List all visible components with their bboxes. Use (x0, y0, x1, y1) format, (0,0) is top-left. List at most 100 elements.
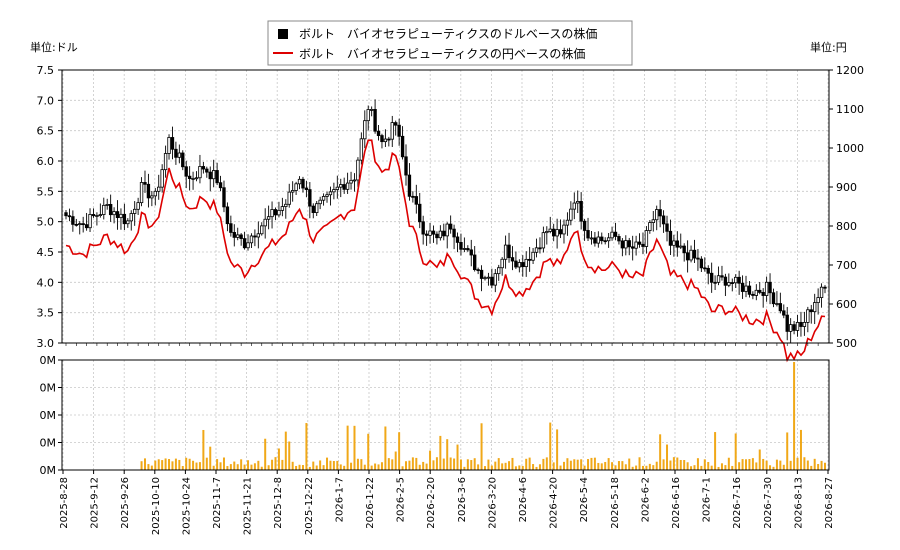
candle-body (675, 240, 680, 248)
volume-bar (607, 458, 610, 470)
candle-body (187, 175, 192, 179)
volume-bar (611, 462, 614, 470)
candle-body (431, 230, 436, 235)
volume-bar (456, 444, 459, 470)
volume-bar (683, 460, 686, 470)
candle-body (713, 281, 717, 284)
candle-body (806, 309, 810, 323)
volume-bar (714, 432, 717, 470)
candle-body (603, 240, 607, 243)
volume-bars (140, 362, 826, 470)
candle-body (541, 232, 546, 249)
candle-body (768, 281, 772, 294)
volume-bar (343, 465, 346, 470)
volume-bar (336, 460, 339, 470)
volume-bar (405, 461, 408, 470)
volume-bar (635, 465, 638, 470)
candle-body (747, 285, 752, 295)
candle-body (634, 241, 638, 249)
volume-bar (504, 462, 507, 470)
volume-bar (501, 463, 504, 470)
candle-body (438, 230, 443, 239)
volume-bar (686, 462, 689, 470)
volume-bar (233, 461, 236, 470)
volume-bar (168, 459, 171, 470)
candle-body (727, 282, 731, 286)
volume-bar (477, 464, 480, 470)
right-tick-label: 500 (836, 337, 857, 350)
candle-body (448, 223, 453, 230)
candle-body (627, 240, 631, 248)
candle-body (418, 203, 422, 223)
legend-usd-swatch (278, 29, 288, 39)
volume-bar (590, 457, 593, 470)
volume-bar (824, 462, 826, 470)
volume-bar (140, 461, 143, 470)
date-tick-label: 2025-11-21 (243, 477, 254, 535)
volume-bar (587, 459, 590, 470)
volume-bar (429, 450, 432, 470)
volume-bar (178, 459, 181, 470)
volume-bar (497, 458, 500, 470)
candle-body (620, 240, 625, 249)
volume-bar (157, 459, 160, 470)
candle-body (668, 230, 673, 246)
volume-bar (250, 464, 253, 470)
candle-body (112, 211, 116, 216)
candle-body (215, 170, 219, 184)
volume-bar (724, 465, 727, 470)
volume-bar (624, 464, 627, 470)
candle-body (256, 233, 261, 238)
candle-body (78, 223, 82, 226)
volume-bar (710, 465, 713, 470)
volume-bar (696, 458, 699, 470)
candle-body (761, 291, 765, 296)
volume-bar (154, 460, 157, 470)
candle-body (816, 297, 820, 304)
volume-bar (703, 459, 706, 470)
candle-body (225, 206, 230, 225)
volume-bar (425, 463, 428, 470)
volume-bar (545, 457, 548, 470)
candle-body (64, 212, 68, 217)
candle-body (548, 228, 552, 232)
candle-body (400, 135, 405, 158)
candle-body (744, 285, 748, 292)
candle-body (531, 251, 535, 261)
candle-body (177, 152, 182, 158)
volume-bar (576, 459, 579, 470)
candle-body (74, 223, 78, 226)
candle-body (222, 187, 226, 208)
price-panel: 3.0 3.5 4.0 4.5 5.0 5.5 6.0 6.5 7.0 7.5 500 600 700… (37, 64, 864, 363)
left-tick-label: 5.0 (37, 216, 55, 229)
candle-body (589, 237, 594, 240)
candle-body (754, 289, 758, 296)
volume-bar (329, 460, 332, 470)
volume-tick-label: 0M (40, 354, 57, 367)
volume-bar (185, 457, 188, 470)
date-tick-label: 2026-3-20 (487, 477, 498, 529)
candle-body (473, 254, 477, 271)
volume-bar (511, 457, 514, 470)
candle-body (321, 196, 326, 201)
candle-body (699, 258, 704, 269)
volume-bar (332, 460, 335, 470)
volume-bar (301, 465, 304, 470)
volume-bar (600, 463, 603, 470)
volume-bar (470, 460, 473, 470)
candle-body (277, 209, 281, 216)
volume-bar (793, 362, 796, 470)
candle-body (81, 223, 85, 226)
candle-body (146, 183, 151, 199)
candle-body (308, 189, 312, 207)
volume-bar (370, 465, 373, 470)
volume-bar (212, 465, 215, 470)
volume-bar (164, 458, 167, 470)
volume-bar (260, 466, 263, 470)
volume-bar (473, 458, 476, 470)
date-tick-label: 2026-7-30 (763, 477, 774, 529)
volume-tick-label: 0M (40, 382, 57, 395)
candle-body (167, 137, 171, 154)
volume-bar (147, 464, 150, 470)
